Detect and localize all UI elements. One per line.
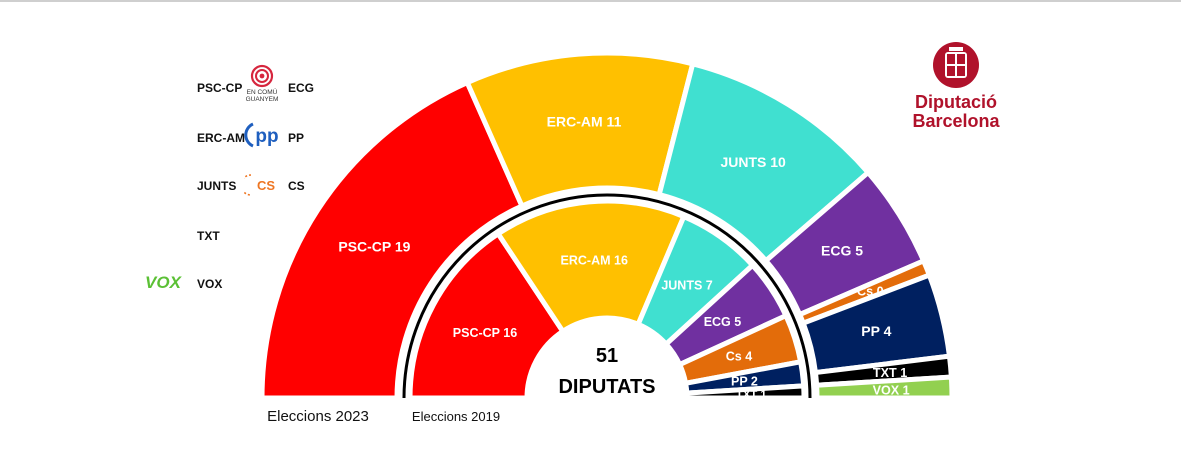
center-seat-label: DIPUTATS [558,376,655,398]
slice-label-2019-psc-cp: PSC-CP 16 [453,326,517,340]
brand-line2: Barcelona [912,111,1000,131]
slice-2023-psc-cp [259,79,526,401]
slice-label-2019-txt: TXT 1 [736,389,767,401]
en-comu-guanyem-logo: EN COMÚ GUANYEM [242,64,282,106]
legend-label-txt: TXT [197,229,220,243]
slice-label-2023-ecg: ECG 5 [821,242,863,258]
vox-logo-text: VOX [145,273,183,292]
pp-logo-text: pp [255,126,278,147]
top-divider [0,0,1181,2]
center-seat-count: 51 [596,345,618,367]
slice-label-2019-junts: JUNTS 7 [661,278,712,292]
legend-label-cs: CS [288,179,305,193]
coat-of-arms-icon [933,42,979,88]
slice-2019-txt [684,383,807,401]
legend-label-psc: PSC-CP [197,81,243,95]
slice-label-2023-pp: PP 4 [861,323,891,339]
legend-label-erc: ERC-AM [197,131,245,145]
vox-logo: VOX [143,271,183,293]
slice-2019-erc-am [494,198,688,335]
slice-label-2019-ecg: ECG 5 [704,315,742,329]
slice-2023-vox [813,374,955,401]
en-comu-guanyem-icon: EN COMÚ GUANYEM [246,64,279,103]
pp-icon: pp [244,122,279,148]
comu-logo-line2: GUANYEM [246,96,279,103]
legend-label-vox: VOX [197,277,223,291]
slice-label-2019-erc-am: ERC-AM 16 [561,253,628,267]
legend-label-junts: JUNTS [197,179,237,193]
slice-label-2023-psc-cp: PSC-CP 19 [338,239,410,255]
comu-logo-line1: EN COMÚ [247,87,278,96]
diputacio-barcelona-logo: Diputació Barcelona [896,36,1016,136]
vox-icon: VOX [145,273,183,292]
brand-line1: Diputació [914,92,997,112]
legend-label-ecg: ECG [288,81,315,95]
cs-logo: CS [240,172,284,198]
slice-label-2023-erc-am: ERC-AM 11 [547,113,622,129]
ring-caption-2019: Eleccions 2019 [412,409,500,424]
legend-label-pp: PP [288,131,305,145]
ring-caption-2023: Eleccions 2023 [267,408,369,425]
cs-icon: CS [240,174,275,196]
ring-separator [402,193,812,399]
pp-logo: pp [244,120,284,150]
cs-logo-text: CS [257,178,275,193]
slice-label-2023-txt: TXT 1 [873,366,907,380]
party-legend: PSC-CP ECG ERC-AM PP JUNTS CS TXT VOX EN… [0,0,340,320]
slice-label-2019-pp: PP 2 [731,374,758,388]
slice-label-2023-vox: VOX 1 [873,383,910,397]
slice-label-2023-junts: JUNTS 10 [720,154,786,170]
slice-label-2019-cs: Cs 4 [726,349,752,363]
